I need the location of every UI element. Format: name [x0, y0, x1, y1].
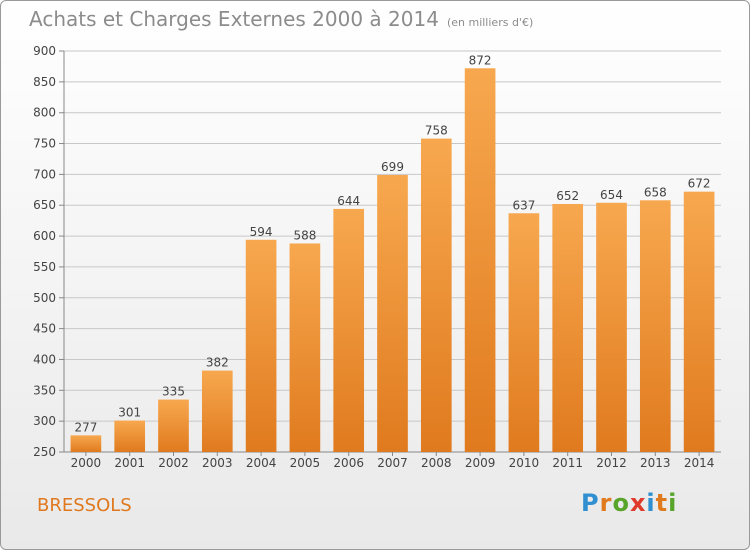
y-tick-label: 900 — [33, 44, 56, 58]
bar — [114, 420, 146, 452]
y-tick-label: 550 — [33, 260, 56, 274]
data-label: 644 — [337, 194, 360, 208]
bar — [201, 370, 233, 452]
x-tick-label: 2014 — [684, 456, 715, 470]
data-label: 654 — [600, 188, 623, 202]
y-tick-label: 450 — [33, 322, 56, 336]
logo-letter: r — [599, 489, 613, 517]
data-label: 594 — [250, 225, 273, 239]
y-tick-label: 750 — [33, 137, 56, 151]
title-unit: (en milliers d'€) — [446, 16, 534, 29]
bar — [596, 202, 627, 452]
logo-letter: i — [668, 489, 678, 517]
logo-letter: P — [581, 489, 600, 517]
x-tick-label: 2005 — [290, 456, 321, 470]
chart-title: Achats et Charges Externes 2000 à 2014 (e… — [29, 7, 533, 31]
y-tick-label: 600 — [33, 229, 56, 243]
data-label: 658 — [644, 185, 667, 199]
bar — [377, 175, 408, 453]
bar — [420, 138, 452, 452]
bar — [245, 239, 277, 452]
x-tick-label: 2012 — [596, 456, 627, 470]
y-tick-label: 500 — [33, 291, 56, 305]
proxiti-logo: Proxiti — [581, 489, 677, 517]
data-label: 637 — [512, 198, 535, 212]
bar — [508, 213, 540, 452]
data-label: 672 — [688, 177, 711, 191]
y-tick-label: 700 — [33, 167, 56, 181]
data-label: 301 — [118, 406, 141, 420]
y-tick-label: 400 — [33, 352, 56, 366]
bar — [552, 203, 584, 452]
x-tick-label: 2004 — [246, 456, 277, 470]
logo-letter: o — [612, 489, 630, 517]
bar — [683, 191, 715, 453]
x-tick-label: 2001 — [114, 456, 145, 470]
y-tick-label: 650 — [33, 198, 56, 212]
data-label: 382 — [206, 356, 229, 370]
data-label: 699 — [381, 160, 404, 174]
y-tick-label: 350 — [33, 383, 56, 397]
y-tick-label: 850 — [33, 75, 56, 89]
x-tick-label: 2007 — [377, 456, 408, 470]
x-tick-label: 2008 — [421, 456, 452, 470]
logo-letter: i — [646, 489, 656, 517]
data-label: 588 — [293, 228, 316, 242]
y-tick-label: 800 — [33, 106, 56, 120]
data-label: 277 — [74, 420, 97, 434]
x-tick-label: 2010 — [509, 456, 540, 470]
bar — [289, 243, 321, 452]
x-tick-label: 2002 — [158, 456, 189, 470]
y-tick-label: 300 — [33, 414, 56, 428]
x-tick-label: 2003 — [202, 456, 233, 470]
x-tick-label: 2000 — [71, 456, 102, 470]
data-label: 758 — [425, 124, 448, 138]
data-label: 652 — [556, 189, 579, 203]
bar — [70, 435, 102, 452]
data-label: 335 — [162, 385, 185, 399]
bar — [158, 399, 189, 452]
bar — [333, 208, 365, 452]
logo-letter: t — [655, 489, 669, 517]
data-label: 872 — [469, 53, 492, 67]
logo-letter: x — [629, 489, 647, 517]
x-tick-label: 2009 — [465, 456, 496, 470]
bar — [464, 68, 496, 452]
x-tick-label: 2006 — [333, 456, 364, 470]
commune-name: BRESSOLS — [37, 495, 132, 516]
y-tick-label: 250 — [33, 445, 56, 459]
title-text: Achats et Charges Externes 2000 à 2014 — [29, 7, 439, 31]
bar — [639, 200, 671, 452]
x-tick-label: 2013 — [640, 456, 671, 470]
x-tick-label: 2011 — [552, 456, 583, 470]
